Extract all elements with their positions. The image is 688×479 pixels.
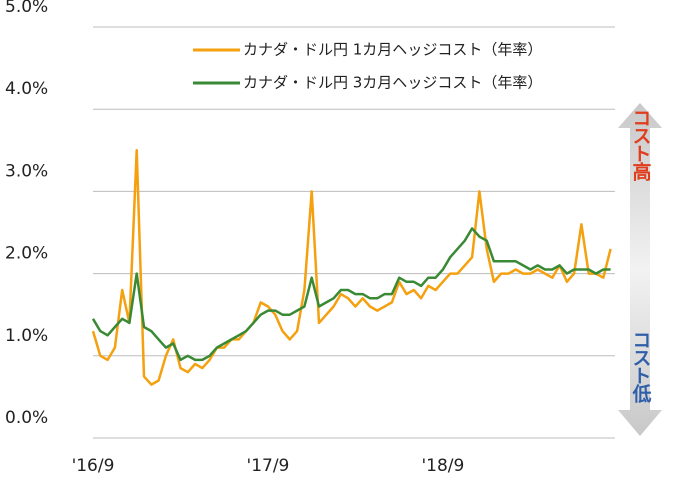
y-tick-label: 1.0% xyxy=(5,326,48,346)
series-line xyxy=(91,149,612,386)
y-tick-label: 3.0% xyxy=(5,161,48,181)
y-tick-label: 4.0% xyxy=(5,79,48,99)
legend-label: カナダ・ドル円 1カ月ヘッジコスト（年率） xyxy=(243,41,542,59)
x-tick-label: '16/9 xyxy=(72,456,115,476)
x-tick-label: '18/9 xyxy=(421,456,464,476)
y-tick-label: 0.0% xyxy=(5,408,48,428)
cost-arrow xyxy=(618,103,662,436)
legend-label: カナダ・ドル円 3カ月ヘッジコスト（年率） xyxy=(243,74,542,92)
x-tick-label: '17/9 xyxy=(247,456,290,476)
y-tick-label: 5.0% xyxy=(5,0,48,17)
annotation: コスト低 xyxy=(630,330,653,404)
annotation: コスト高 xyxy=(630,108,652,181)
series-line xyxy=(91,227,611,362)
y-tick-label: 2.0% xyxy=(5,244,48,264)
